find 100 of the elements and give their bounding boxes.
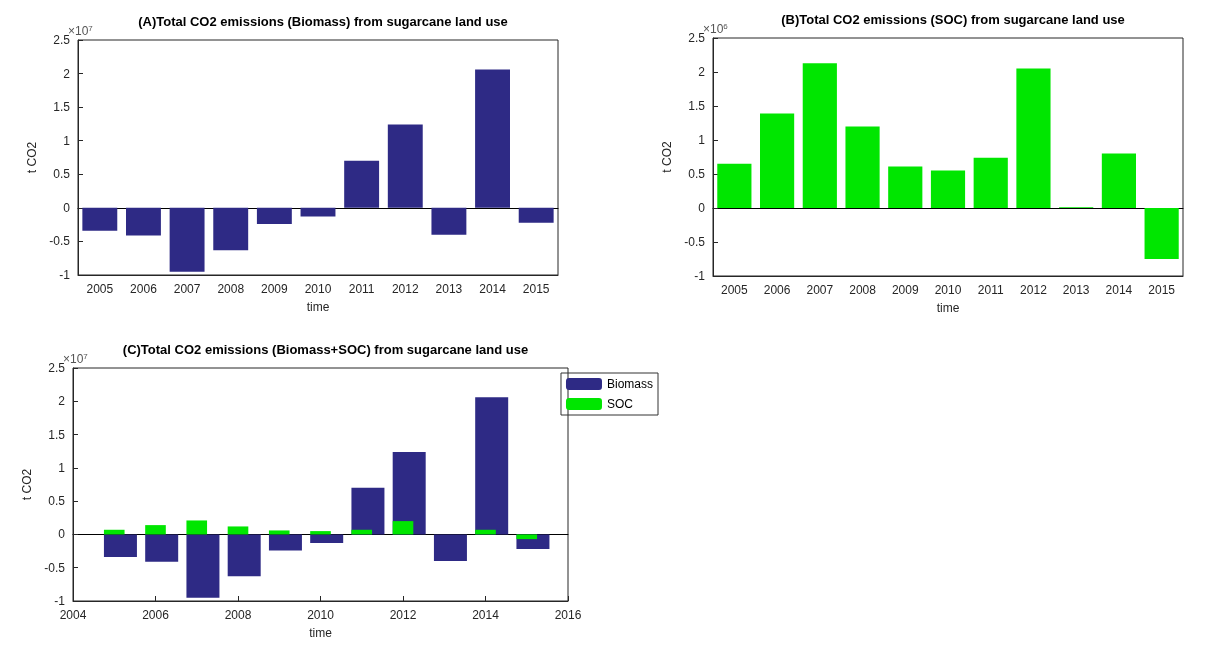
chart-title: (C)Total CO2 emissions (Biomass+SOC) from sugarcane land use xyxy=(122,342,529,357)
bar xyxy=(845,126,880,208)
x-tick-label: 2013 xyxy=(1062,283,1090,297)
bar xyxy=(351,487,385,535)
y-tick-label: 1 xyxy=(58,460,66,475)
y-tick-label: 1.5 xyxy=(48,427,66,442)
y-tick-label: 0.5 xyxy=(48,494,66,509)
legend-label: SOC xyxy=(606,397,634,411)
y-tick-label: 1 xyxy=(698,133,706,147)
y-tick-label: -0.5 xyxy=(49,234,71,249)
x-tick-label: 2015 xyxy=(1148,283,1176,297)
chart-title: (A)Total CO2 emissions (Biomass) from sugarcane land use xyxy=(138,14,508,29)
y-tick-label: 2.5 xyxy=(48,361,66,375)
y-tick-label: 2 xyxy=(58,394,66,409)
x-tick-label: 2011 xyxy=(977,283,1004,297)
x-tick-label: 2012 xyxy=(1020,283,1048,297)
bar xyxy=(518,207,554,223)
x-tick-label: 2006 xyxy=(142,608,170,622)
bar xyxy=(475,69,510,208)
x-tick-label: 2010 xyxy=(307,608,335,622)
bar xyxy=(256,207,292,224)
x-tick-label: 2008 xyxy=(849,283,877,297)
bar xyxy=(1144,208,1179,259)
bar xyxy=(145,525,166,535)
x-tick-label: 2007 xyxy=(806,283,834,297)
y-axis-title: t CO2 xyxy=(25,141,39,174)
y-tick-label: 0 xyxy=(63,200,71,215)
x-tick-label: 2010 xyxy=(934,283,962,297)
bar xyxy=(717,163,752,208)
y-tick-label: 0 xyxy=(698,201,706,215)
x-tick-label: 2012 xyxy=(391,282,419,296)
y-axis-title: t CO2 xyxy=(20,468,34,501)
x-tick-label: 2012 xyxy=(389,608,417,622)
bar xyxy=(268,530,290,535)
bar xyxy=(103,534,137,558)
y-tick-label: 1.5 xyxy=(688,99,706,113)
y-tick-label: -1 xyxy=(59,268,71,282)
x-tick-label: 2004 xyxy=(59,608,87,622)
x-tick-label: 2014 xyxy=(479,282,507,296)
y-tick-label: -1 xyxy=(54,594,66,608)
bar xyxy=(392,521,414,535)
y-tick-label: 0.5 xyxy=(53,167,71,182)
y-axis-title: t CO2 xyxy=(660,141,674,173)
x-tick-label: 2006 xyxy=(130,282,158,296)
x-tick-label: 2006 xyxy=(763,283,791,297)
x-tick-label: 2014 xyxy=(472,608,500,622)
bar xyxy=(310,531,331,535)
legend-label: Biomass xyxy=(606,377,653,391)
x-axis-title: time xyxy=(309,626,333,640)
bar xyxy=(1101,153,1136,208)
y-tick-label: 0 xyxy=(58,527,66,542)
x-tick-label: 2016 xyxy=(554,608,582,622)
bar xyxy=(186,520,208,535)
x-tick-label: 2008 xyxy=(217,282,245,296)
bar xyxy=(387,124,423,208)
bar xyxy=(760,113,795,208)
x-tick-label: 2005 xyxy=(721,283,749,297)
x-tick-label: 2005 xyxy=(86,282,114,296)
bar xyxy=(310,534,344,544)
bar xyxy=(516,534,538,540)
bar xyxy=(268,534,302,551)
bar xyxy=(802,63,837,208)
x-tick-label: 2008 xyxy=(224,608,252,622)
y-tick-label: 2.5 xyxy=(53,33,71,47)
x-tick-label: 2014 xyxy=(1105,283,1133,297)
bar xyxy=(1016,68,1051,208)
bar xyxy=(300,207,336,217)
bar xyxy=(930,170,966,208)
y-tick-label: 1.5 xyxy=(53,100,71,115)
bar xyxy=(227,526,249,535)
x-tick-label: 2009 xyxy=(891,283,919,297)
bar xyxy=(126,207,161,236)
y-tick-label: 2 xyxy=(698,65,706,79)
x-tick-label: 2011 xyxy=(348,282,375,296)
bar xyxy=(145,534,179,562)
x-tick-label: 2013 xyxy=(435,282,463,296)
y-tick-label: 2 xyxy=(63,66,71,81)
x-axis-title: time xyxy=(306,300,330,314)
y-tick-label: -0.5 xyxy=(684,235,706,249)
y-tick-label: -0.5 xyxy=(44,560,66,575)
x-tick-label: 2015 xyxy=(522,282,550,296)
y-tick-label: 1 xyxy=(63,133,71,148)
x-tick-label: 2007 xyxy=(173,282,201,296)
bar xyxy=(431,207,467,235)
bar xyxy=(888,166,923,208)
bar xyxy=(213,207,249,251)
bar xyxy=(227,534,261,577)
chart-title: (B)Total CO2 emissions (SOC) from sugarcane land use xyxy=(781,12,1125,27)
x-tick-label: 2010 xyxy=(304,282,332,296)
bar xyxy=(169,207,205,272)
x-axis-title: time xyxy=(936,301,960,315)
bar xyxy=(433,534,467,562)
y-tick-label: -1 xyxy=(694,269,706,283)
y-tick-label: 0.5 xyxy=(688,167,706,181)
y-tick-label: 2.5 xyxy=(688,31,706,45)
bar xyxy=(973,157,1008,208)
bar xyxy=(186,534,220,598)
x-tick-label: 2009 xyxy=(261,282,289,296)
bar xyxy=(82,207,118,231)
bar xyxy=(475,397,509,535)
